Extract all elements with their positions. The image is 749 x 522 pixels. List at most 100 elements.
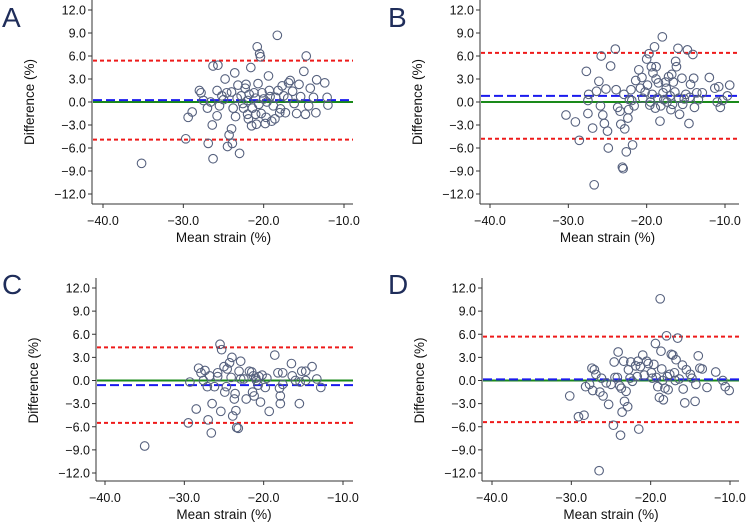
- y-tick-label: 0.0: [73, 374, 90, 388]
- data-point: [207, 398, 217, 409]
- y-tick-label: −9.0: [65, 443, 90, 457]
- y-axis-title: Difference (%): [410, 59, 425, 145]
- data-point: [216, 344, 227, 355]
- data-point: [265, 91, 275, 102]
- data-point: [632, 371, 643, 382]
- data-point: [671, 354, 681, 365]
- data-point: [308, 92, 319, 103]
- data-point: [289, 98, 300, 109]
- data-point: [248, 371, 259, 381]
- y-tick-label: 6.0: [457, 50, 474, 64]
- data-point: [579, 410, 589, 421]
- data-point: [651, 372, 662, 383]
- y-tick-label: 9.0: [73, 305, 90, 319]
- y-axis-title: Difference (%): [26, 337, 41, 423]
- y-tick-label: 3.0: [69, 73, 86, 87]
- data-point: [597, 110, 608, 120]
- y-tick-label: −3.0: [61, 119, 86, 133]
- y-tick-label: −9.0: [61, 165, 86, 179]
- x-axis-title: Mean strain (%): [176, 230, 271, 245]
- data-point: [678, 384, 689, 394]
- data-point: [693, 94, 704, 105]
- y-tick-label: −6.0: [61, 142, 86, 156]
- data-point: [222, 364, 233, 374]
- data-point: [674, 374, 685, 384]
- data-point: [622, 401, 633, 412]
- data-point: [251, 119, 262, 130]
- data-point: [627, 140, 638, 150]
- data-point: [234, 148, 245, 159]
- y-tick-label: 12.0: [62, 4, 86, 18]
- panel-label: C: [2, 269, 22, 300]
- data-point: [601, 377, 612, 388]
- x-tick-label: −20.0: [635, 491, 667, 505]
- data-point: [322, 92, 332, 103]
- x-tick-label: −20.0: [248, 214, 280, 228]
- data-point: [573, 411, 584, 422]
- data-point: [618, 356, 629, 367]
- data-point: [226, 123, 237, 134]
- data-point: [570, 117, 581, 127]
- data-point: [185, 377, 195, 387]
- data-point: [206, 428, 217, 438]
- data-point: [253, 78, 263, 89]
- data-point: [589, 179, 600, 190]
- data-point: [219, 387, 230, 397]
- data-point: [722, 91, 733, 101]
- data-point: [621, 386, 631, 397]
- data-point: [273, 85, 283, 96]
- panel-a: A 12.0 9.0 6.0 3.0 0.0 −3.0 −6.0 −9.0 −12.0−40.0 −…: [2, 0, 360, 245]
- data-point: [644, 100, 655, 110]
- data-point: [617, 407, 627, 417]
- data-point: [244, 89, 255, 100]
- data-point: [591, 86, 602, 97]
- data-point: [702, 382, 712, 393]
- y-tick-label: −12.0: [54, 188, 86, 202]
- data-point: [193, 363, 204, 374]
- data-point: [610, 44, 621, 54]
- data-point: [623, 104, 634, 115]
- data-point: [229, 68, 240, 78]
- data-point: [230, 388, 240, 399]
- data-point: [245, 62, 256, 73]
- data-point: [666, 104, 676, 115]
- y-tick-label: 0.0: [459, 374, 476, 388]
- data-point: [581, 66, 592, 77]
- data-point: [270, 114, 280, 124]
- x-tick-label: −40.0: [87, 214, 119, 228]
- data-point: [203, 138, 214, 149]
- data-point: [689, 102, 700, 113]
- data-point: [642, 80, 653, 90]
- data-point: [139, 441, 150, 451]
- data-point: [283, 77, 294, 88]
- data-point: [623, 113, 633, 123]
- data-point: [589, 364, 600, 375]
- data-point: [613, 347, 623, 357]
- data-point: [615, 430, 626, 441]
- panel-c: C 12.0 9.0 6.0 3.0 0.0 −3.0 −6.0 −9.0 −12.0 −40.0 −…: [2, 269, 359, 522]
- y-tick-label: −12.0: [58, 467, 90, 481]
- data-point: [679, 94, 690, 104]
- y-tick-label: −9.0: [449, 165, 474, 179]
- data-point: [202, 381, 213, 392]
- x-tick-label: −10.0: [714, 491, 746, 505]
- data-point: [250, 109, 261, 120]
- data-point: [220, 74, 230, 84]
- data-point: [685, 79, 696, 90]
- data-point: [621, 146, 632, 157]
- panel-b: B 12.0 9.0 6.0 3.0 0.0 −3.0 −6.0 −9.0 −12.0−40.0 −…: [388, 0, 741, 245]
- data-point: [226, 372, 236, 383]
- y-tick-label: −6.0: [451, 420, 476, 434]
- data-point: [285, 75, 296, 86]
- data-point: [660, 77, 671, 87]
- data-point: [650, 103, 661, 113]
- data-point: [198, 95, 209, 106]
- data-point: [208, 153, 218, 164]
- data-point: [242, 109, 253, 120]
- y-tick-label: 3.0: [73, 351, 90, 365]
- data-point: [254, 371, 264, 382]
- data-point: [595, 100, 606, 111]
- data-point: [194, 85, 205, 96]
- data-point: [257, 87, 267, 98]
